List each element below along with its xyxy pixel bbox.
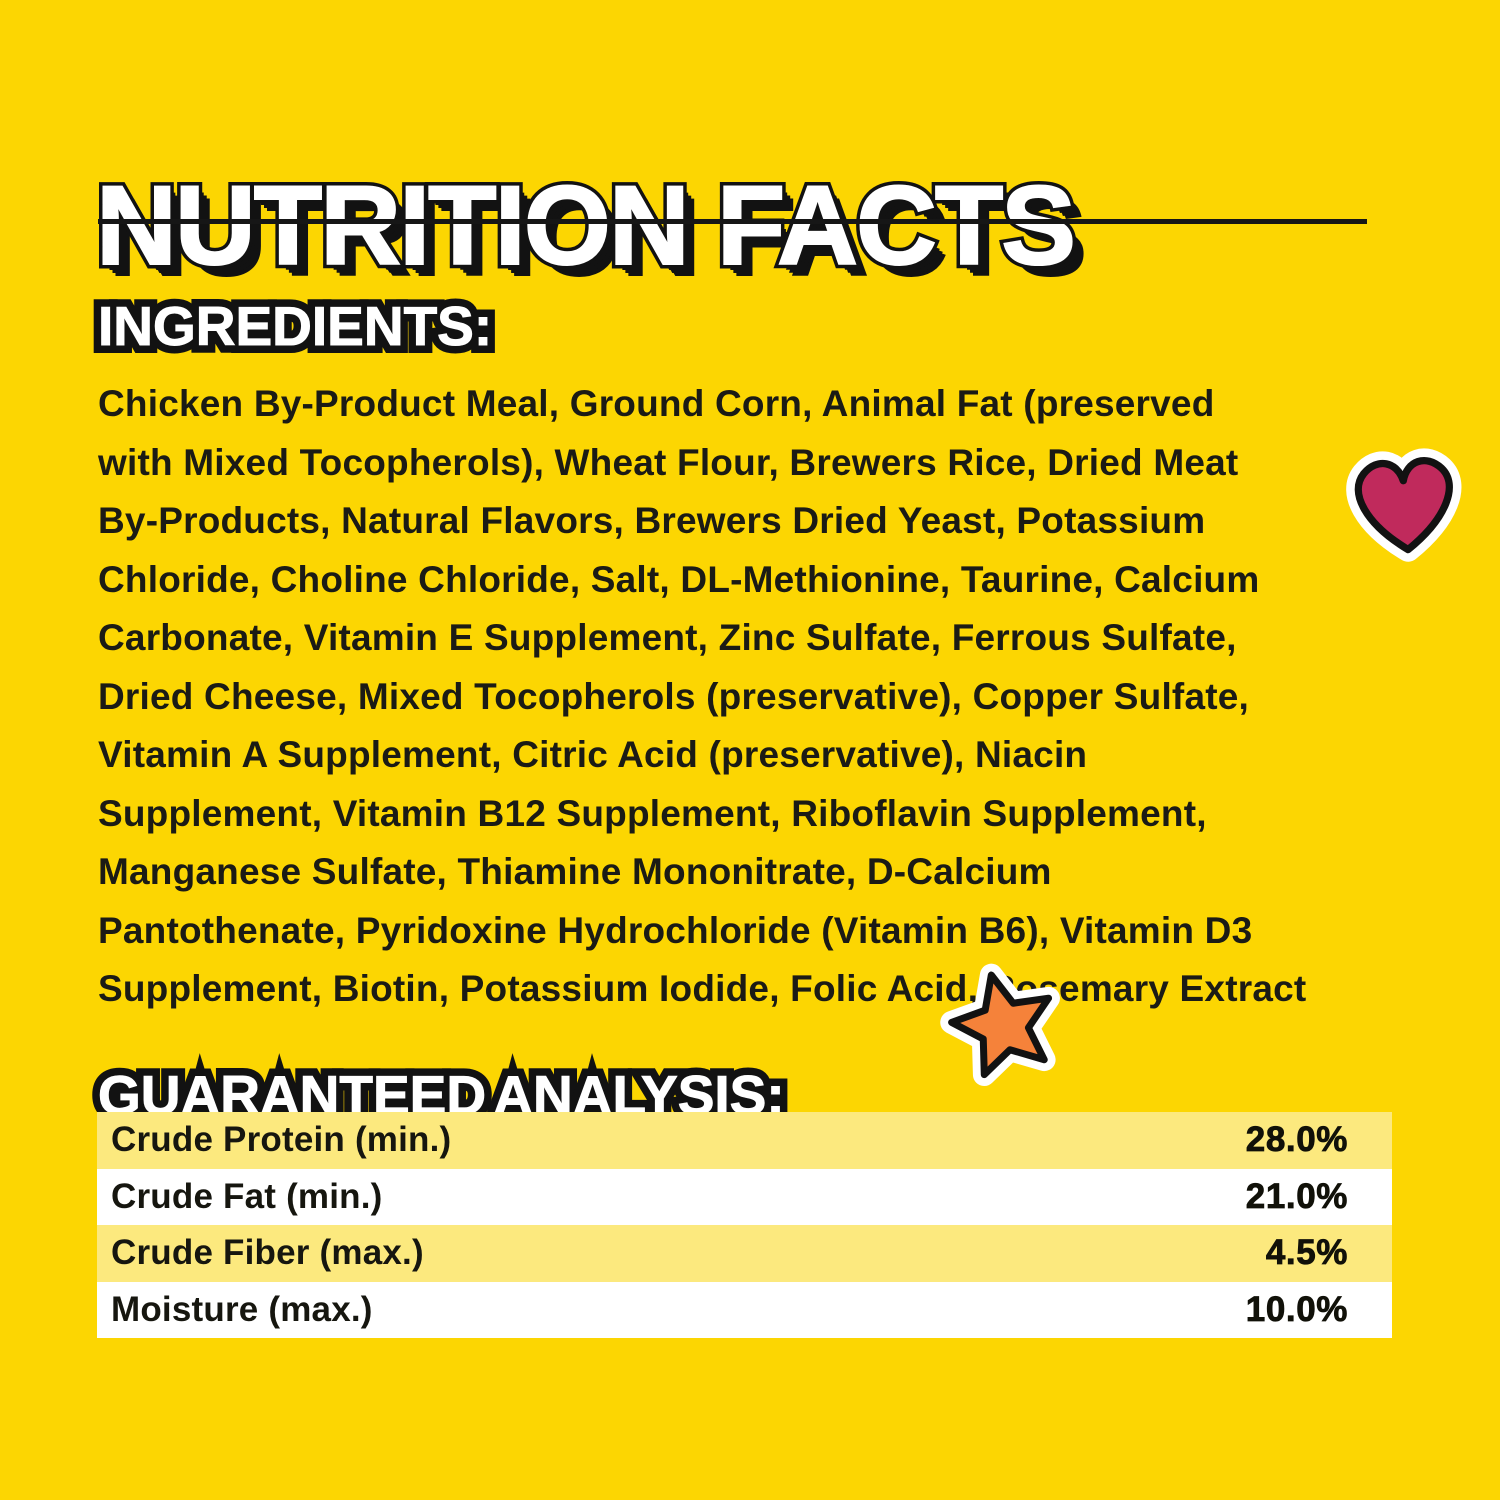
row-value: 21.0% — [1245, 1176, 1348, 1216]
row-label: Crude Protein (min.) — [111, 1120, 452, 1160]
guaranteed-analysis-table: Crude Protein (min.) 28.0% Crude Fat (mi… — [97, 1112, 1392, 1338]
page-title: NUTRITION FACTS — [95, 169, 1077, 283]
heart-shape — [1354, 457, 1453, 554]
table-row: Moisture (max.) 10.0% — [97, 1281, 1392, 1338]
star-shape — [948, 971, 1053, 1079]
title-underline-divider — [98, 219, 1367, 224]
row-value: 28.0% — [1245, 1120, 1348, 1160]
row-label: Crude Fat (min.) — [111, 1176, 383, 1216]
ingredients-list-text: Chicken By-Product Meal, Ground Corn, An… — [98, 383, 1307, 1009]
row-value: 10.0% — [1245, 1289, 1348, 1329]
row-value: 4.5% — [1265, 1233, 1348, 1273]
row-label: Moisture (max.) — [111, 1289, 373, 1329]
table-row: Crude Fiber (max.) 4.5% — [97, 1225, 1392, 1282]
row-label: Crude Fiber (max.) — [111, 1233, 424, 1273]
table-row: Crude Fat (min.) 21.0% — [97, 1168, 1392, 1225]
ingredients-heading: INGREDIENTS: — [97, 293, 492, 359]
heart-icon — [1340, 440, 1470, 570]
star-icon — [934, 956, 1074, 1096]
table-row: Crude Protein (min.) 28.0% — [97, 1112, 1392, 1169]
